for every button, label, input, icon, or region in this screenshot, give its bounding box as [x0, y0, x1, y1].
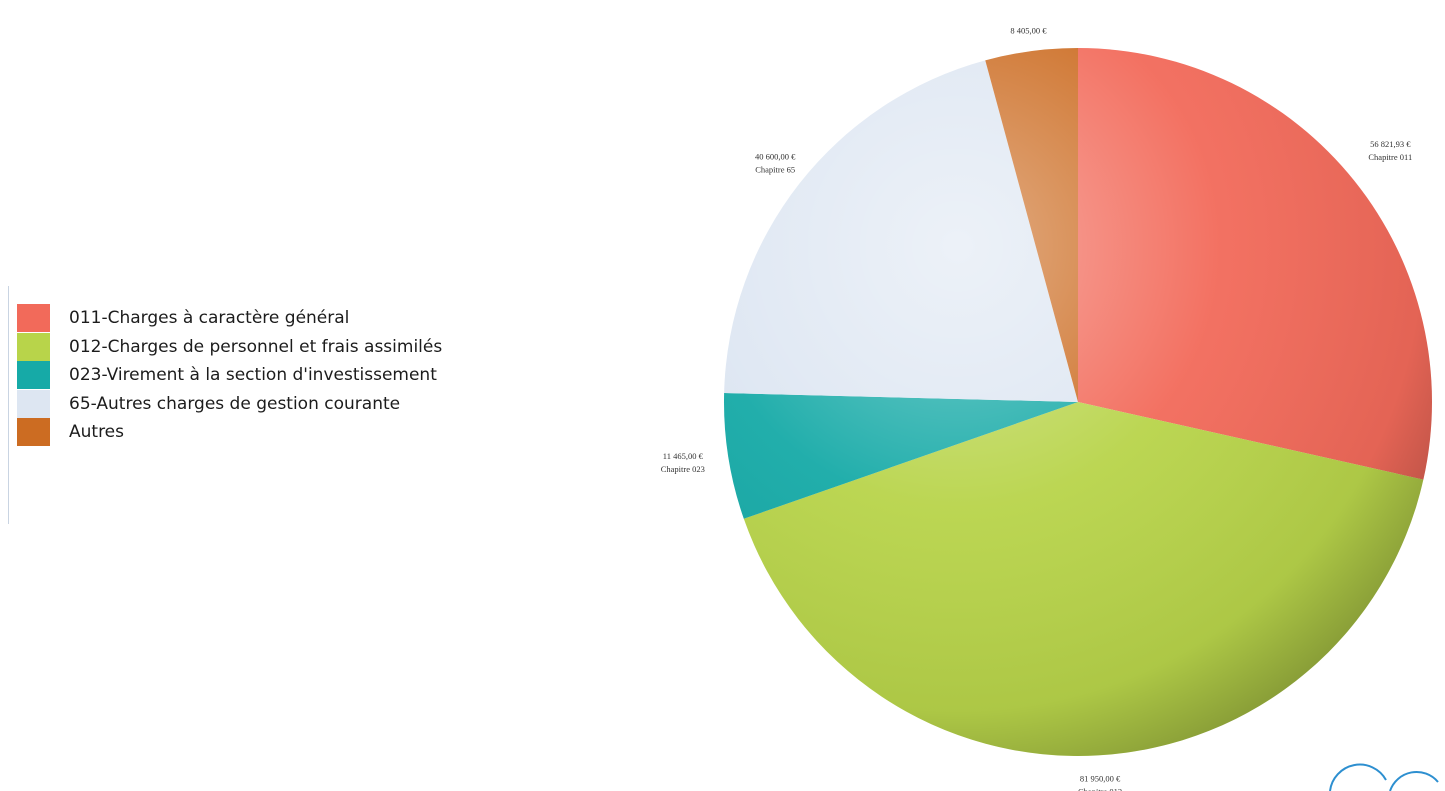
- legend-swatch: [17, 304, 50, 333]
- legend-label: Autres: [69, 422, 125, 443]
- legend-swatch: [17, 332, 50, 361]
- legend-label: 023-Virement à la section d'investisseme…: [69, 365, 437, 386]
- legend-label: 012-Charges de personnel et frais assimi…: [69, 336, 443, 357]
- slice-value-label: 8 405,00 €: [1010, 25, 1047, 35]
- legend-swatch: [17, 389, 50, 418]
- slice-chapter-label: Chapitre 011: [1368, 152, 1412, 162]
- legend-item: 012-Charges de personnel et frais assimi…: [17, 332, 443, 362]
- slice-value-label: 56 821,93 €: [1370, 139, 1411, 149]
- legend-item: 023-Virement à la section d'investisseme…: [17, 361, 442, 390]
- chart-legend: 011-Charges à caractère général 012-Charg…: [8, 286, 442, 524]
- legend-item: 011-Charges à caractère général: [17, 304, 442, 333]
- legend-label: 65-Autres charges de gestion courante: [69, 393, 401, 414]
- corner-logo-icon: [1329, 763, 1387, 791]
- slice-chapter-label: Chapitre 65: [755, 164, 795, 174]
- slice-chapter-label: Chapitre 023: [661, 464, 705, 474]
- slice-value-label: 81 950,00 €: [1080, 773, 1121, 783]
- slice-value-label: 11 465,00 €: [663, 451, 704, 461]
- legend-label: 011-Charges à caractère général: [69, 308, 350, 329]
- slice-chapter-label: Chapitre 012: [1078, 786, 1122, 791]
- legend-item: Autres: [17, 418, 442, 447]
- corner-logo-icon-arc: [1389, 770, 1439, 791]
- slice-value-label: 40 600,00 €: [755, 151, 796, 161]
- legend-swatch: [17, 361, 50, 390]
- legend-item: 65-Autres charges de gestion courante: [17, 389, 442, 419]
- pie-shading: [724, 48, 1432, 756]
- legend-swatch: [17, 418, 50, 447]
